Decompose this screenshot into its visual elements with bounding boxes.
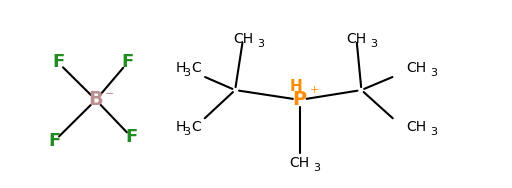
Text: H: H — [176, 61, 186, 75]
Text: CH: CH — [233, 32, 253, 46]
Text: C: C — [191, 121, 201, 134]
Text: 3: 3 — [257, 39, 264, 49]
Text: 3: 3 — [183, 68, 190, 78]
Text: +: + — [310, 85, 319, 95]
Text: 3: 3 — [430, 127, 437, 137]
Text: F: F — [52, 53, 64, 71]
Text: F: F — [48, 132, 60, 150]
Text: H: H — [176, 121, 186, 134]
Text: B: B — [89, 90, 103, 109]
Text: C: C — [191, 61, 201, 75]
Text: H: H — [289, 79, 302, 94]
Text: 3: 3 — [314, 163, 321, 173]
Text: CH: CH — [406, 121, 426, 134]
Text: CH: CH — [290, 156, 310, 170]
Text: 3: 3 — [430, 68, 437, 78]
Text: F: F — [121, 53, 134, 71]
Text: −: − — [105, 89, 114, 99]
Text: CH: CH — [347, 32, 367, 46]
Text: F: F — [125, 128, 138, 146]
Text: P: P — [293, 90, 307, 109]
Text: CH: CH — [406, 61, 426, 75]
Text: 3: 3 — [183, 127, 190, 137]
Text: 3: 3 — [370, 39, 377, 49]
